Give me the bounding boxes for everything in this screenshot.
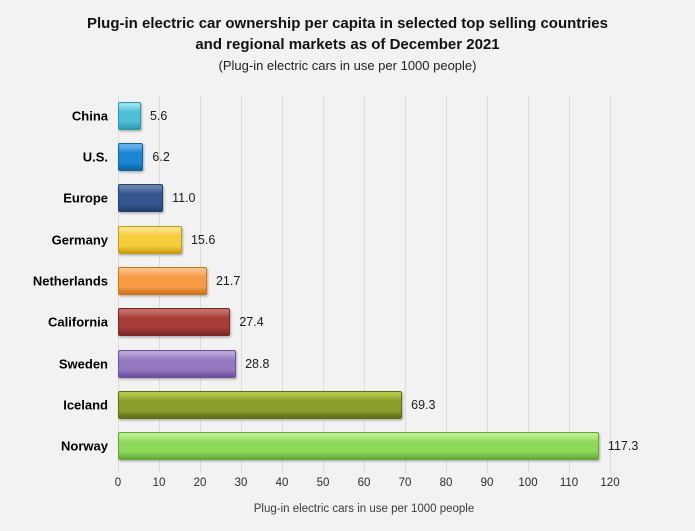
bar-row-europe: Europe 11.0 xyxy=(63,178,610,219)
category-label: Sweden xyxy=(58,356,108,372)
bar-value-label: 117.3 xyxy=(607,439,639,454)
bar-value-label: 15.6 xyxy=(190,232,216,247)
x-axis-ticks: 0 10 20 30 40 50 60 70 80 90 100 110 120 xyxy=(114,477,620,493)
tick-label-20: 20 xyxy=(193,477,207,489)
gridline-90 xyxy=(487,95,488,473)
gridline-40 xyxy=(282,95,283,473)
category-label: China xyxy=(71,108,108,124)
x-axis-label: Plug-in electric cars in use per 1000 pe… xyxy=(253,503,475,515)
bar: 6.2 xyxy=(118,142,170,171)
tick-label-60: 60 xyxy=(357,477,371,489)
tick-label-100: 100 xyxy=(518,477,538,489)
bar-value-label: 5.6 xyxy=(149,108,168,123)
bar-row-germany: Germany 15.6 xyxy=(52,219,610,260)
category-label: U.S. xyxy=(82,149,108,165)
category-label: Europe xyxy=(63,190,108,206)
bar-row-norway: Norway 117.3 xyxy=(61,426,638,467)
tick-label-80: 80 xyxy=(439,477,453,489)
bar-value-label: 69.3 xyxy=(411,397,436,412)
gridline-80 xyxy=(446,95,447,473)
chart-title-line-1: Plug-in electric car ownership per capit… xyxy=(87,15,608,32)
bar: 27.4 xyxy=(118,308,264,337)
tick-label-90: 90 xyxy=(480,477,494,489)
bar-row-china: China 5.6 xyxy=(72,95,610,136)
bar-row-u-s-: U.S. 6.2 xyxy=(83,136,610,177)
tick-label-70: 70 xyxy=(398,477,412,489)
tick-label-30: 30 xyxy=(234,477,248,489)
title-block: Plug-in electric car ownership per capit… xyxy=(0,0,695,75)
category-label: California xyxy=(48,314,108,330)
bar: 117.3 xyxy=(118,432,638,461)
tick-label-120: 120 xyxy=(600,477,620,489)
bar-value-label: 21.7 xyxy=(215,273,241,288)
gridline-110 xyxy=(569,95,570,473)
bar: 69.3 xyxy=(118,390,435,419)
tick-label-10: 10 xyxy=(152,477,166,489)
gridline-50 xyxy=(323,95,324,473)
tick-label-110: 110 xyxy=(559,477,579,489)
category-label: Netherlands xyxy=(32,273,108,289)
plot-area: China 5.6 U.S. 6.2 Europe 11.0 Germany 15.6 Neth… xyxy=(33,95,638,473)
bar: 11.0 xyxy=(118,184,196,213)
tick-label-50: 50 xyxy=(316,477,330,489)
gridline-100 xyxy=(528,95,529,473)
category-label: Iceland xyxy=(63,397,108,413)
bar-value-label: 28.8 xyxy=(245,356,270,371)
bar-row-netherlands: Netherlands 21.7 xyxy=(33,260,610,301)
bar-row-california: California 27.4 xyxy=(48,302,610,343)
gridline-70 xyxy=(405,95,406,473)
bar-row-sweden: Sweden 28.8 xyxy=(59,343,610,384)
category-label: Germany xyxy=(51,232,108,248)
bar-value-label: 27.4 xyxy=(239,315,264,330)
bar: 21.7 xyxy=(118,266,240,295)
gridline-120 xyxy=(610,95,611,473)
bar: 15.6 xyxy=(118,225,215,254)
tick-label-40: 40 xyxy=(275,477,289,489)
gridline-60 xyxy=(364,95,365,473)
chart-title-line-2: and regional markets as of December 2021 xyxy=(195,36,500,53)
bars-layer: China 5.6 U.S. 6.2 Europe 11.0 Germany 15.6 Neth… xyxy=(33,95,638,467)
tick-label-0: 0 xyxy=(114,477,122,489)
gridline-30 xyxy=(241,95,242,473)
bar-row-iceland: Iceland 69.3 xyxy=(63,384,610,425)
bar: 5.6 xyxy=(118,101,167,130)
bar-value-label: 6.2 xyxy=(152,149,170,164)
category-label: Norway xyxy=(61,438,108,454)
bar: 28.8 xyxy=(118,349,269,378)
bar-value-label: 11.0 xyxy=(172,191,196,206)
chart-subtitle: (Plug-in electric cars in use per 1000 p… xyxy=(218,58,477,73)
